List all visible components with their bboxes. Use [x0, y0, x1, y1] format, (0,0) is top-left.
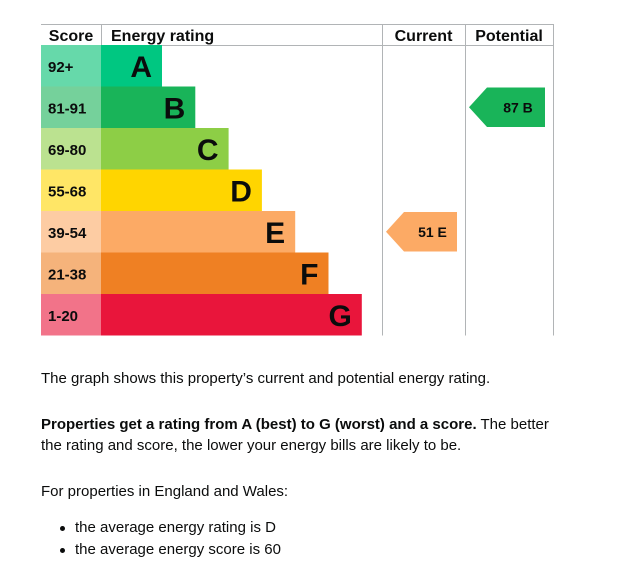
header-current: Current — [395, 28, 453, 45]
score-range-c: 69-80 — [48, 142, 86, 159]
average-rating-item: the average energy rating is D — [41, 517, 281, 539]
ratings-explanation: Properties get a rating from A (best) to… — [41, 414, 571, 456]
score-range-g: 1-20 — [48, 308, 78, 325]
averages-intro: For properties in England and Wales: — [41, 483, 289, 500]
energy-rating-chart: Score Energy rating Current Potential 92+ A 8… — [41, 24, 554, 336]
band-bar-a — [101, 45, 162, 87]
chart-headers: Score Energy rating Current Potential — [49, 28, 543, 45]
score-cell-g — [41, 294, 101, 336]
band-letter-c: C — [197, 134, 219, 167]
score-cell-c — [41, 128, 101, 170]
ratings-explanation-bold: Properties get a rating from A (best) to… — [41, 416, 477, 433]
rating-arrows: 51 E 87 B — [386, 87, 545, 252]
score-range-b: 81-91 — [48, 100, 86, 117]
band-bar-b — [101, 86, 196, 128]
potential-arrow-label: 87 B — [503, 99, 533, 115]
score-cell-a — [41, 45, 101, 87]
band-letter-a: A — [130, 51, 152, 84]
score-range-d: 55-68 — [48, 183, 86, 200]
graph-description: The graph shows this property’s current … — [41, 370, 491, 387]
score-cell-f — [41, 252, 101, 294]
score-cell-b — [41, 86, 101, 128]
rating-bands: 92+ A 81-91 B 69-80 C 55-68 D 39-54 E 21-38 F 1-20 G — [41, 45, 362, 336]
band-letter-d: D — [230, 175, 252, 208]
band-letter-f: F — [300, 258, 318, 291]
band-bar-e — [101, 211, 296, 253]
header-energy-rating: Energy rating — [111, 28, 214, 45]
score-cell-d — [41, 169, 101, 211]
score-range-e: 39-54 — [48, 225, 87, 242]
averages-list: the average energy rating is D the avera… — [41, 517, 281, 561]
header-score: Score — [49, 28, 94, 45]
average-score-item: the average energy score is 60 — [41, 539, 281, 561]
band-letter-b: B — [164, 92, 186, 125]
band-letter-e: E — [265, 217, 285, 250]
band-letter-g: G — [328, 300, 351, 333]
current-arrow-label: 51 E — [418, 224, 447, 240]
potential-arrow — [469, 87, 545, 127]
score-cell-e — [41, 211, 101, 253]
current-arrow — [386, 212, 457, 252]
ratings-explanation-rest: The better the rating and score, the low… — [41, 416, 549, 454]
band-bar-f — [101, 252, 329, 294]
band-bar-c — [101, 128, 229, 170]
band-bar-d — [101, 169, 262, 211]
header-potential: Potential — [475, 28, 543, 45]
score-range-a: 92+ — [48, 59, 74, 76]
band-bar-g — [101, 294, 362, 336]
score-range-f: 21-38 — [48, 266, 86, 283]
